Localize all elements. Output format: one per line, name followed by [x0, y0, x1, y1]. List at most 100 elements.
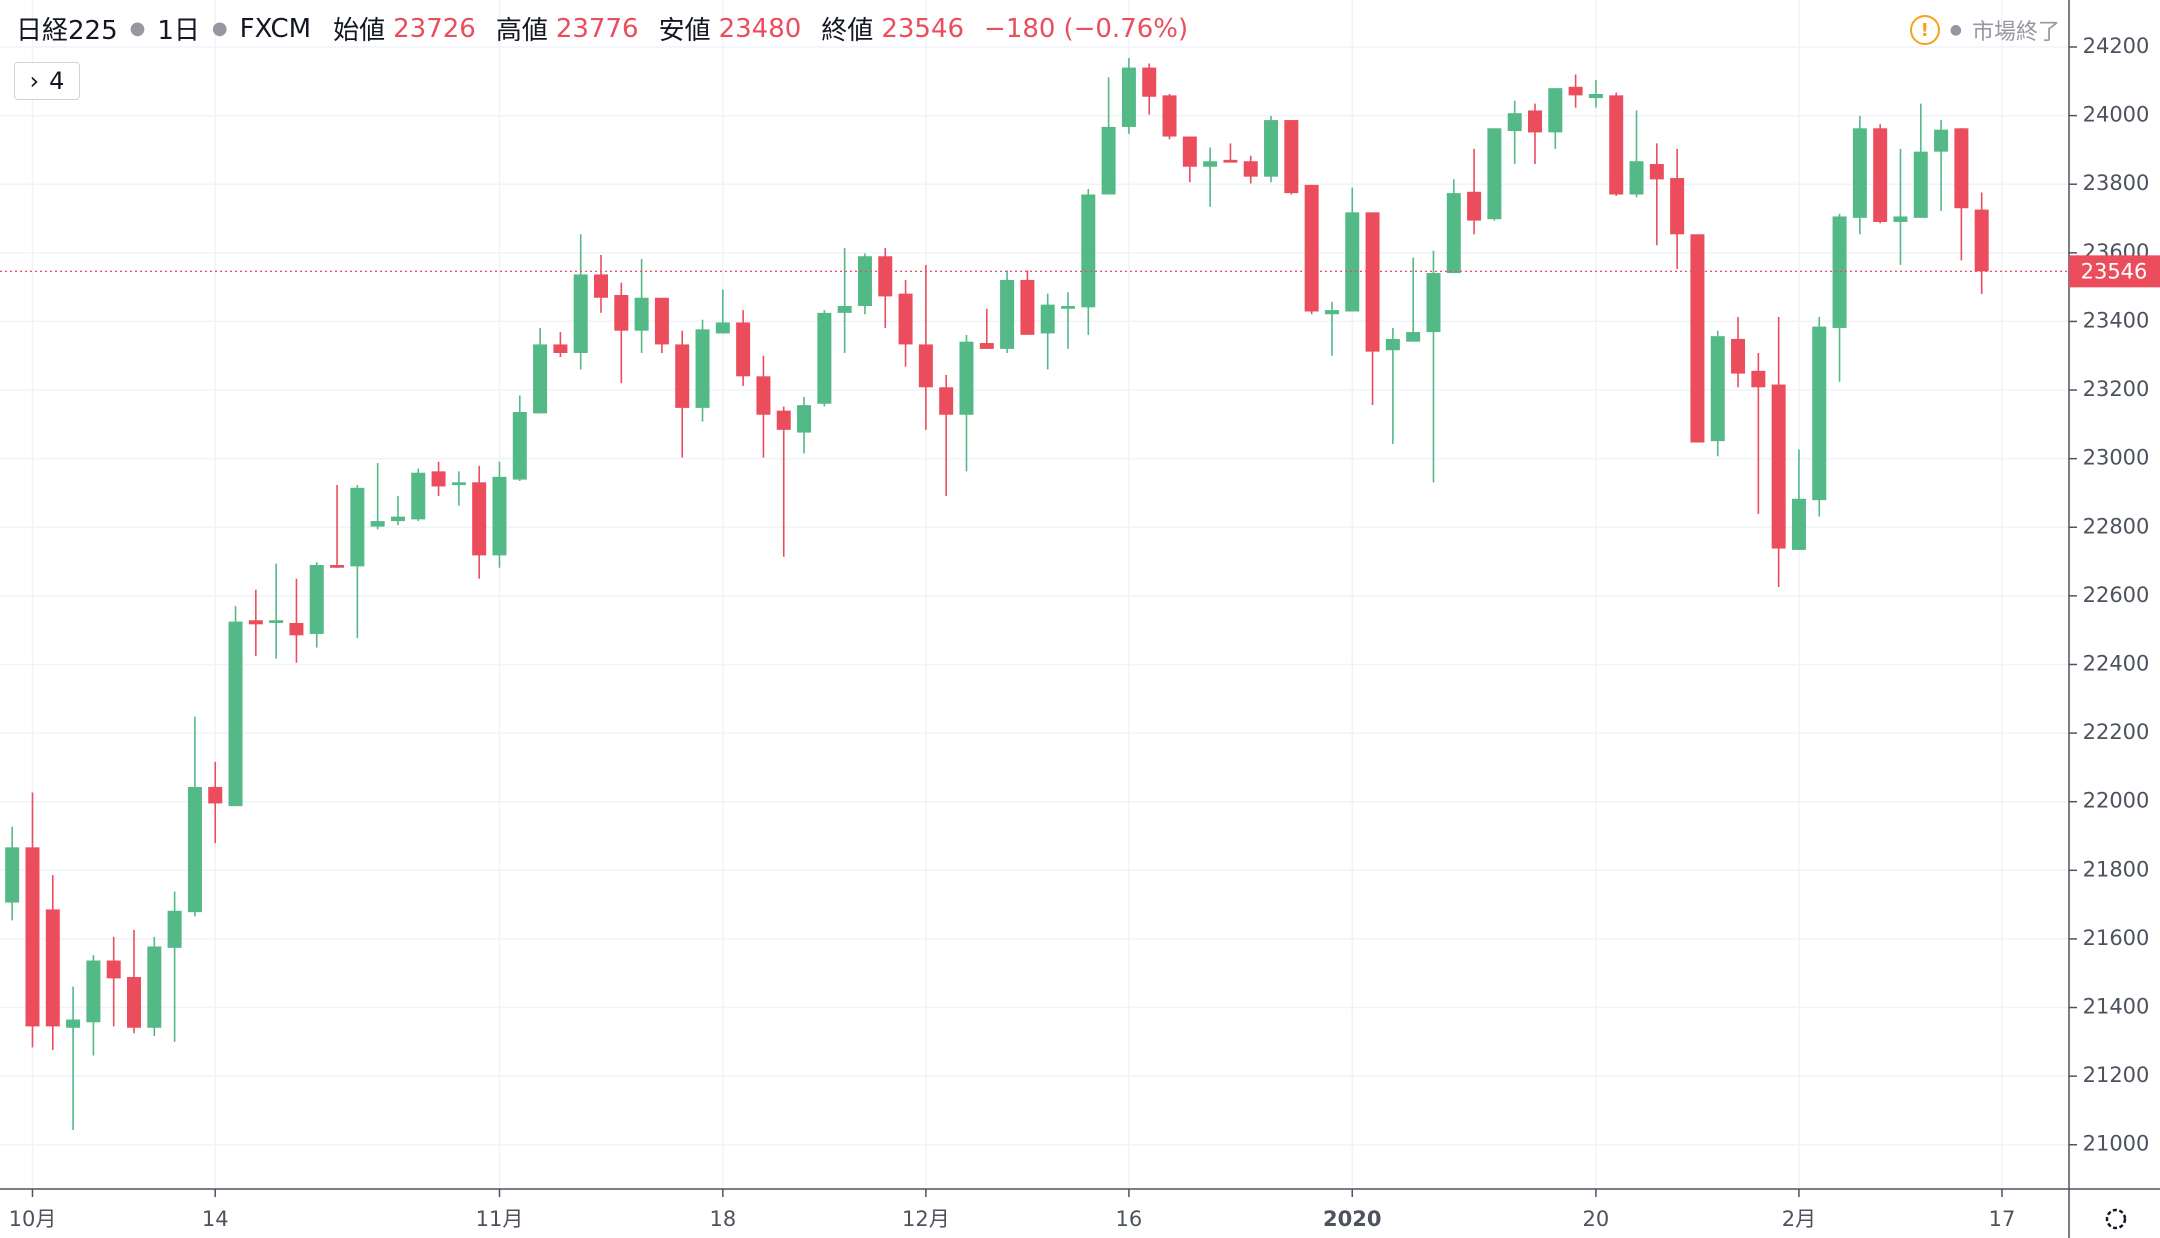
candle-body	[1162, 95, 1177, 137]
candle-body	[918, 344, 933, 388]
close-label: 終値	[821, 16, 874, 46]
candle-body	[289, 622, 304, 636]
chevron: ›	[29, 67, 40, 95]
candle-body	[1629, 161, 1644, 195]
candle-body	[208, 786, 223, 804]
candle-body	[1223, 159, 1238, 163]
candle-body	[1873, 128, 1888, 222]
candle-body	[248, 620, 263, 625]
candle-body	[614, 295, 629, 331]
x-tick-label: 12月	[902, 1207, 950, 1231]
candle-body	[878, 256, 893, 297]
candle-body	[1974, 209, 1989, 272]
candle-body	[127, 976, 142, 1028]
candle-body	[1284, 120, 1299, 194]
candle-body	[1670, 178, 1685, 235]
candle-body	[1771, 384, 1786, 549]
status-text: 市場終了	[1971, 20, 2060, 45]
candle-body	[1568, 86, 1583, 96]
candle-body	[715, 322, 730, 334]
indicator-toggle[interactable]: › 4	[14, 62, 80, 100]
high-label: 高値	[495, 16, 548, 46]
interval[interactable]: 1日	[157, 16, 200, 46]
candle-body	[451, 482, 466, 486]
candle-body	[1121, 67, 1136, 127]
y-tick-label: 23200	[2083, 377, 2150, 401]
last-price-label: 23546	[2081, 259, 2148, 283]
candle-body	[309, 564, 324, 634]
candle-body	[573, 274, 588, 353]
warning-icon[interactable]: !	[1909, 15, 1940, 45]
candle-body	[979, 343, 994, 349]
close-value: 23546	[881, 13, 965, 44]
y-tick-label: 23000	[2083, 446, 2150, 470]
candle-body	[1040, 304, 1055, 334]
last-price-box	[2069, 255, 2160, 288]
candle-body	[857, 256, 872, 306]
candle-body	[736, 322, 751, 377]
separator: ●	[129, 18, 146, 39]
candle-body	[1385, 338, 1400, 351]
candle-body	[411, 472, 426, 520]
candle-body	[1751, 370, 1766, 388]
x-tick-label: 14	[202, 1207, 229, 1231]
candle-body	[594, 274, 609, 298]
open-value: 23726	[393, 13, 476, 44]
candle-body	[1690, 234, 1705, 443]
candle-body	[1000, 279, 1015, 349]
x-tick-label: 10月	[9, 1207, 57, 1231]
candle-body	[512, 411, 527, 480]
candle-body	[1020, 279, 1035, 335]
high-value: 23776	[555, 13, 639, 44]
candle-body	[756, 376, 771, 415]
candle-body	[167, 910, 182, 948]
x-tick-label: 16	[1116, 1207, 1143, 1231]
candle-body	[1913, 151, 1928, 218]
header: 日経225 ● 1日 ● FXCM 始値 23726 高値 23776 安値 23480 …	[16, 10, 1200, 47]
candle-body	[1406, 332, 1421, 342]
x-tick-label: 18	[709, 1207, 736, 1231]
y-tick-label: 24200	[2083, 34, 2150, 58]
candle-body	[695, 329, 710, 408]
candle-body	[1081, 194, 1096, 308]
candle-body	[1345, 212, 1360, 312]
candle-body	[86, 960, 101, 1023]
separator: ●	[211, 18, 228, 39]
candle-body	[66, 1019, 81, 1028]
candle-body	[1142, 67, 1157, 97]
settings-icon[interactable]	[2105, 1208, 2127, 1230]
change-pct: (−0.76%)	[1063, 13, 1189, 44]
y-tick-label: 22000	[2083, 789, 2150, 813]
low-label: 安値	[658, 16, 711, 46]
x-tick-label: 20	[1583, 1207, 1610, 1231]
indicator-count: 4	[49, 67, 65, 95]
candle-body	[1609, 95, 1624, 195]
candle-body	[898, 293, 913, 345]
candle-body	[1812, 326, 1827, 501]
symbol[interactable]: 日経225	[16, 16, 118, 46]
y-tick-label: 21800	[2083, 857, 2150, 881]
candle-body	[634, 297, 649, 331]
candle-body	[776, 410, 791, 430]
x-tick-label: 2020	[1323, 1207, 1381, 1231]
candle-body	[1304, 184, 1319, 312]
candle-body	[1832, 216, 1847, 328]
candle-body	[228, 621, 243, 807]
candle-body	[492, 476, 507, 556]
candle-body	[390, 516, 405, 522]
candle-body	[269, 620, 284, 623]
candle-body	[654, 297, 669, 345]
x-tick-label: 17	[1989, 1207, 2016, 1231]
y-tick-label: 22800	[2083, 514, 2150, 538]
y-tick-label: 21600	[2083, 926, 2150, 950]
candle-body	[1791, 498, 1806, 550]
candle-body	[939, 387, 954, 415]
candle-body	[1365, 212, 1380, 352]
candle-body	[1649, 163, 1664, 180]
x-tick-label: 11月	[476, 1207, 524, 1231]
candle-body	[797, 405, 812, 433]
candle-body	[1548, 88, 1563, 133]
candle-body	[1588, 93, 1603, 99]
candle-body	[1182, 136, 1197, 167]
market-status: ! ● 市場終了	[1909, 14, 2060, 46]
